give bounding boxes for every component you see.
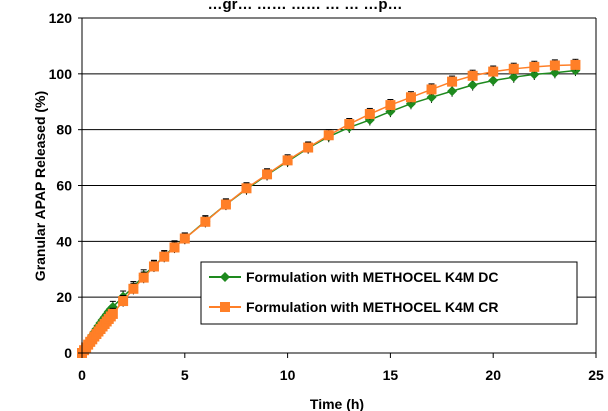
x-tick-label: 20: [485, 367, 501, 383]
data-point: [128, 283, 139, 294]
axes: [78, 17, 597, 358]
x-axis-title: Time (h): [310, 396, 364, 411]
y-tick-label: 80: [56, 122, 72, 138]
gridlines: [82, 17, 596, 298]
data-point: [118, 296, 129, 307]
data-point: [159, 251, 170, 262]
data-point: [426, 92, 437, 103]
data-point: [148, 261, 159, 272]
y-tick-label: 20: [56, 289, 72, 305]
data-point: [241, 183, 252, 194]
x-tick-label: 5: [181, 367, 189, 383]
data-point: [179, 233, 190, 244]
series-2: [77, 58, 581, 358]
legend-marker: [220, 272, 230, 282]
y-tick-label: 120: [49, 10, 73, 26]
legend-box: [200, 261, 578, 325]
data-point: [385, 100, 396, 111]
data-point: [426, 84, 437, 95]
y-tick-label: 0: [64, 345, 72, 361]
x-tick-label: 10: [280, 367, 296, 383]
data-point: [169, 242, 180, 253]
data-point: [262, 169, 273, 180]
data-point: [282, 155, 293, 166]
x-tick-label: 15: [383, 367, 399, 383]
x-tick-label: 25: [588, 367, 604, 383]
data-point: [405, 92, 416, 103]
data-point: [364, 109, 375, 120]
tick-labels: 0 20 40 60 80 100 120 0 5 10 15 20 25: [49, 10, 604, 383]
data-point: [344, 119, 355, 130]
data-point: [303, 142, 314, 153]
y-tick-label: 100: [49, 66, 73, 82]
data-point: [447, 76, 458, 87]
series-layer: [77, 58, 581, 358]
data-point: [220, 199, 231, 210]
data-point: [488, 75, 499, 86]
y-tick-label: 40: [56, 233, 72, 249]
data-point: [107, 308, 118, 319]
legend-marker: [220, 302, 230, 312]
data-point: [200, 216, 211, 227]
data-point: [549, 60, 560, 71]
data-point: [323, 130, 334, 141]
data-point: [488, 66, 499, 77]
data-point: [467, 80, 478, 90]
x-tick-label: 0: [78, 367, 86, 383]
legend: Formulation with METHOCEL K4M DC Formulat…: [200, 261, 578, 325]
data-point: [467, 70, 478, 81]
data-point: [529, 69, 540, 80]
data-point: [138, 272, 149, 283]
legend-label: Formulation with METHOCEL K4M CR: [246, 299, 499, 315]
data-point: [447, 86, 458, 97]
data-point: [570, 59, 581, 70]
data-point: [529, 61, 540, 72]
legend-label: Formulation with METHOCEL K4M DC: [246, 269, 499, 285]
data-point: [508, 72, 519, 83]
chart-title: …gr… …… …… … … …p…: [208, 0, 403, 13]
data-point: [508, 63, 519, 74]
y-axis-title: Granular APAP Released (%): [32, 91, 48, 281]
y-tick-label: 60: [56, 178, 72, 194]
